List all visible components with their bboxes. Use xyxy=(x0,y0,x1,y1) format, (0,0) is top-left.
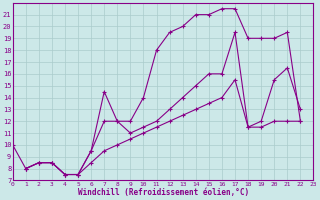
X-axis label: Windchill (Refroidissement éolien,°C): Windchill (Refroidissement éolien,°C) xyxy=(77,188,249,197)
